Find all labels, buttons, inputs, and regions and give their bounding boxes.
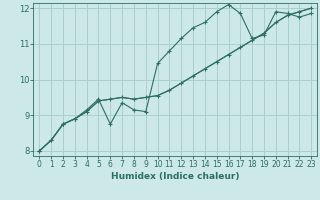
- X-axis label: Humidex (Indice chaleur): Humidex (Indice chaleur): [111, 172, 240, 181]
